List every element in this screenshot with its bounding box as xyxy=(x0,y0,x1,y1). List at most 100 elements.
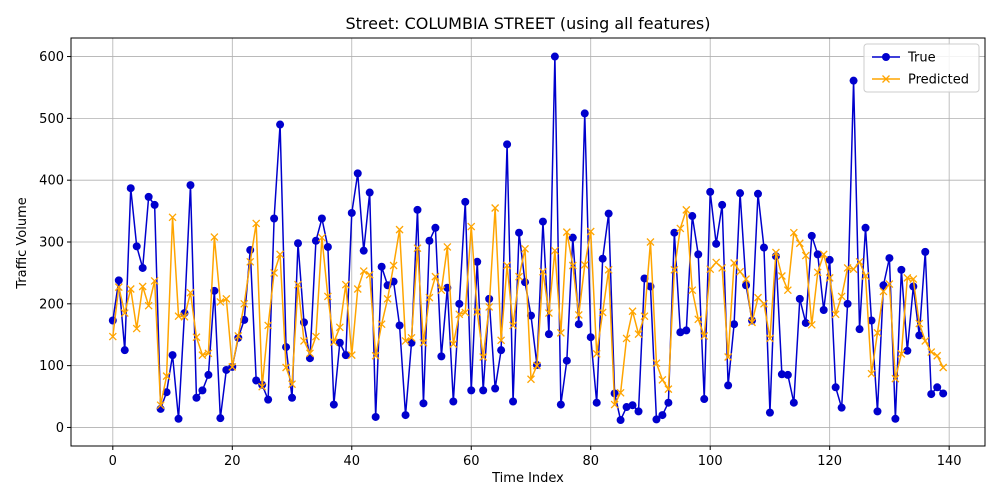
data-point xyxy=(341,351,350,360)
data-point xyxy=(700,395,709,404)
data-point xyxy=(640,312,649,321)
data-point xyxy=(365,270,374,279)
y-tick-label: 600 xyxy=(39,50,64,65)
data-point xyxy=(544,330,553,339)
x-tick-label: 100 xyxy=(698,454,723,469)
data-point xyxy=(706,265,715,274)
data-point xyxy=(270,214,279,223)
data-point xyxy=(730,320,739,329)
data-point xyxy=(317,214,326,223)
data-point xyxy=(114,276,123,285)
data-point xyxy=(126,184,135,193)
data-point xyxy=(622,334,631,343)
data-point xyxy=(431,272,440,281)
x-tick-label: 140 xyxy=(937,454,962,469)
data-point xyxy=(455,299,464,308)
data-point xyxy=(604,265,613,274)
data-point xyxy=(503,140,512,149)
data-point xyxy=(765,408,774,417)
data-point xyxy=(371,412,380,421)
legend-entry: Predicted xyxy=(872,73,969,88)
data-point xyxy=(491,384,500,393)
data-point xyxy=(515,272,523,281)
data-point xyxy=(736,189,745,198)
data-point xyxy=(198,386,207,395)
data-point xyxy=(628,401,637,410)
data-point xyxy=(282,363,291,372)
data-point xyxy=(574,310,583,319)
data-point xyxy=(658,375,667,384)
data-point xyxy=(497,336,506,345)
data-point xyxy=(724,353,733,361)
x-tick-label: 60 xyxy=(463,454,480,469)
data-point xyxy=(294,280,302,289)
data-point xyxy=(204,370,213,379)
data-point xyxy=(120,309,129,318)
series-predicted xyxy=(108,204,948,410)
legend: True Predicted xyxy=(863,43,980,93)
data-point xyxy=(706,187,715,196)
data-point xyxy=(282,343,291,352)
data-point xyxy=(479,386,488,395)
data-point xyxy=(885,254,894,263)
data-point xyxy=(843,299,852,308)
data-point xyxy=(461,308,470,317)
data-point xyxy=(682,326,691,335)
data-point xyxy=(323,242,332,251)
data-point xyxy=(586,333,595,342)
data-point xyxy=(795,294,804,303)
x-tick-label: 0 xyxy=(109,454,117,469)
data-point xyxy=(825,273,834,282)
data-point xyxy=(222,294,231,303)
data-point xyxy=(897,349,906,358)
data-point xyxy=(240,299,249,308)
legend-label: Predicted xyxy=(908,73,969,88)
data-point xyxy=(598,308,607,317)
data-point xyxy=(186,288,195,297)
data-point xyxy=(927,390,936,399)
data-point xyxy=(389,261,398,270)
data-point xyxy=(168,213,177,222)
data-point xyxy=(754,293,762,302)
data-point xyxy=(742,275,751,284)
legend-label: True xyxy=(907,51,936,66)
data-point xyxy=(568,233,577,242)
data-point xyxy=(150,200,159,209)
data-point xyxy=(395,225,404,234)
data-point xyxy=(915,331,924,340)
data-point xyxy=(335,323,344,332)
data-point xyxy=(413,205,422,214)
data-point xyxy=(670,228,679,237)
data-point xyxy=(180,312,189,321)
data-point xyxy=(329,338,338,347)
data-point xyxy=(921,247,930,256)
data-point xyxy=(939,363,948,372)
data-point xyxy=(682,205,691,214)
data-point xyxy=(198,351,207,360)
data-point xyxy=(276,120,285,129)
data-point xyxy=(204,349,213,358)
data-point xyxy=(425,236,434,245)
data-point xyxy=(867,369,876,378)
data-point xyxy=(437,286,446,295)
data-point xyxy=(879,287,888,296)
data-point xyxy=(419,338,428,347)
data-point xyxy=(634,407,643,416)
data-point xyxy=(694,315,703,324)
data-point xyxy=(132,242,141,251)
data-point xyxy=(700,332,709,340)
data-point xyxy=(276,250,285,259)
data-point xyxy=(855,325,864,334)
data-point xyxy=(837,292,846,301)
data-point xyxy=(365,188,374,197)
data-point xyxy=(252,376,261,385)
data-point xyxy=(294,239,303,248)
data-point xyxy=(323,292,332,301)
y-tick-label: 500 xyxy=(39,112,64,127)
data-point xyxy=(562,356,571,365)
data-point xyxy=(819,306,828,314)
data-point xyxy=(222,365,231,374)
data-point xyxy=(921,336,930,345)
data-point xyxy=(933,383,942,392)
